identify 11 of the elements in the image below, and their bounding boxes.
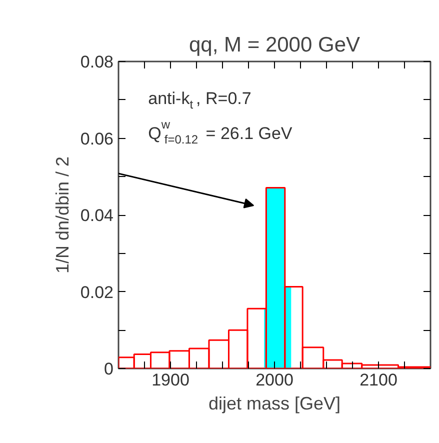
chart-title: qq, M = 2000 GeV <box>188 34 360 56</box>
y-tick-label: 0 <box>104 360 114 378</box>
y-tick-label: 0.06 <box>80 129 114 148</box>
x-tick-label: 2000 <box>256 370 294 390</box>
x-tick-label: 2100 <box>360 370 398 390</box>
y-tick-label: 0.08 <box>80 52 114 72</box>
x-tick-label: 1900 <box>152 370 190 390</box>
y-axis-title: 1/N dn/dbin / 2 <box>52 156 72 274</box>
y-tick-label: 0.04 <box>80 206 114 225</box>
x-axis-title: dijet mass [GeV] <box>208 394 341 414</box>
y-tick-label: 0.02 <box>80 282 114 302</box>
